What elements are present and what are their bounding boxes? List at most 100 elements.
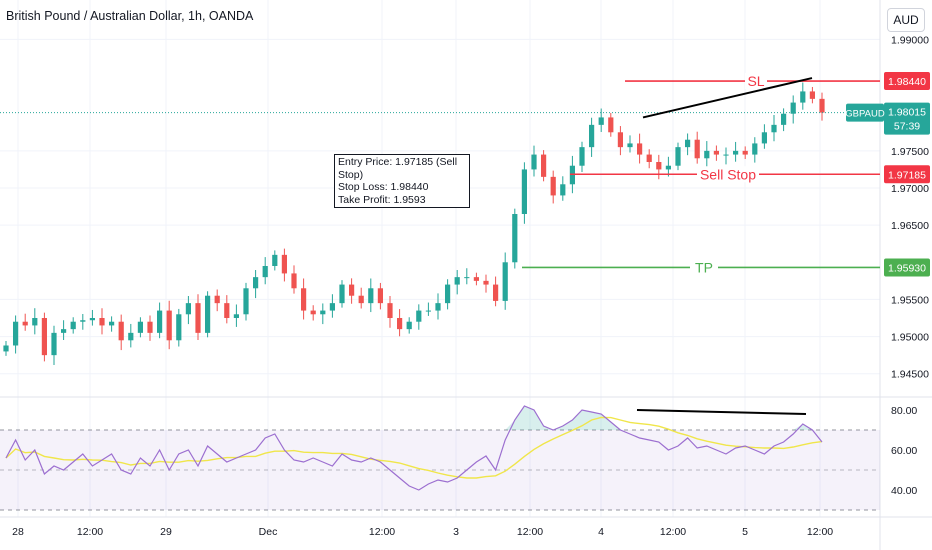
candle bbox=[723, 147, 729, 165]
candle bbox=[704, 141, 710, 168]
rsi-tick-label: 60.00 bbox=[891, 445, 917, 457]
candle bbox=[3, 341, 9, 356]
candle-body bbox=[99, 318, 105, 326]
candle bbox=[502, 252, 508, 310]
candle-body bbox=[406, 321, 412, 330]
rsi-tick-label: 80.00 bbox=[891, 405, 917, 417]
candle-body bbox=[790, 102, 796, 114]
tp-price-badge-bg bbox=[884, 258, 930, 277]
candle bbox=[185, 296, 191, 325]
candle bbox=[109, 316, 115, 332]
candle bbox=[387, 296, 393, 328]
candle-body bbox=[137, 321, 143, 333]
candle bbox=[464, 268, 470, 285]
candle bbox=[368, 278, 374, 313]
candle-body bbox=[301, 288, 307, 311]
candle bbox=[281, 248, 287, 282]
candle bbox=[560, 176, 566, 201]
take-profit-text: Take Profit: 1.9593 bbox=[338, 193, 426, 206]
candle bbox=[541, 150, 547, 182]
candle-body bbox=[13, 321, 19, 346]
candle-body bbox=[272, 254, 278, 266]
symbol-tag: GBPAUD bbox=[845, 109, 885, 120]
countdown-label: 57:39 bbox=[894, 121, 920, 133]
candle bbox=[80, 313, 86, 330]
last-price-badge-bg bbox=[884, 102, 930, 135]
candle bbox=[800, 82, 806, 110]
candle-body bbox=[598, 117, 604, 125]
candle bbox=[617, 126, 623, 156]
candle bbox=[512, 208, 518, 269]
candle-body bbox=[176, 314, 182, 341]
candle bbox=[819, 92, 825, 121]
price-tick-label: 1.96500 bbox=[891, 220, 929, 232]
candle-body bbox=[339, 284, 345, 304]
price-trendline bbox=[642, 77, 813, 119]
candle-body bbox=[51, 332, 57, 356]
candle-body bbox=[147, 321, 153, 333]
candle bbox=[272, 250, 278, 271]
time-tick-label: 28 bbox=[12, 526, 24, 538]
time-tick-label: 12:00 bbox=[369, 526, 395, 538]
candle-body bbox=[233, 314, 239, 318]
price-tick-label: 1.99000 bbox=[891, 34, 929, 46]
rsi-line bbox=[5, 405, 823, 491]
candle-body bbox=[656, 162, 662, 170]
candle-body bbox=[685, 139, 691, 148]
candle-body bbox=[435, 303, 441, 311]
candle bbox=[454, 270, 460, 295]
tp-label-bg bbox=[690, 259, 718, 276]
candle-body bbox=[464, 277, 470, 279]
candle-body bbox=[224, 303, 230, 318]
candle-body bbox=[473, 277, 479, 281]
price-tick-label: 1.94500 bbox=[891, 369, 929, 381]
candle bbox=[339, 280, 345, 308]
candle-body bbox=[425, 310, 431, 312]
candle-body bbox=[483, 280, 489, 285]
trade-info-box: Entry Price: 1.97185 (Sell Stop) Stop Lo… bbox=[334, 154, 470, 208]
candle bbox=[809, 86, 815, 104]
candle bbox=[713, 145, 719, 161]
candle-body bbox=[637, 143, 643, 155]
candle-body bbox=[550, 176, 556, 196]
currency-selector[interactable]: AUD bbox=[887, 8, 925, 32]
candle bbox=[771, 115, 777, 142]
price-tick-label: 1.95500 bbox=[891, 294, 929, 306]
candle bbox=[435, 293, 441, 320]
candle bbox=[349, 278, 355, 304]
candle bbox=[589, 117, 595, 157]
candle bbox=[99, 308, 105, 335]
candle-body bbox=[214, 295, 220, 304]
candle-body bbox=[771, 124, 777, 133]
candle bbox=[646, 149, 652, 169]
candle bbox=[445, 279, 451, 310]
candle-body bbox=[22, 321, 28, 326]
candle-body bbox=[800, 91, 806, 103]
candles bbox=[3, 82, 825, 365]
candle-body bbox=[368, 288, 374, 304]
candle-body bbox=[377, 288, 383, 304]
candle bbox=[694, 131, 700, 164]
rsi-overbought-fill bbox=[6, 406, 822, 430]
sell-stop-label: Sell Stop bbox=[700, 166, 756, 182]
candle-body bbox=[329, 303, 335, 311]
last-price-badge: 1.98015 bbox=[888, 107, 926, 119]
candle bbox=[675, 142, 681, 171]
candle bbox=[205, 291, 211, 338]
candle-body bbox=[723, 154, 729, 156]
candle bbox=[224, 295, 230, 324]
price-tick-label: 1.97000 bbox=[891, 183, 929, 195]
candle bbox=[22, 313, 28, 331]
candle bbox=[166, 300, 172, 350]
candle bbox=[425, 302, 431, 316]
candle-body bbox=[349, 284, 355, 296]
time-tick-label: 12:00 bbox=[807, 526, 833, 538]
price-tick-label: 1.95000 bbox=[891, 332, 929, 344]
candle-body bbox=[416, 310, 422, 322]
candle bbox=[262, 257, 268, 285]
candle bbox=[579, 141, 585, 172]
candle bbox=[157, 302, 163, 339]
candle bbox=[752, 137, 758, 163]
candle bbox=[665, 156, 671, 177]
